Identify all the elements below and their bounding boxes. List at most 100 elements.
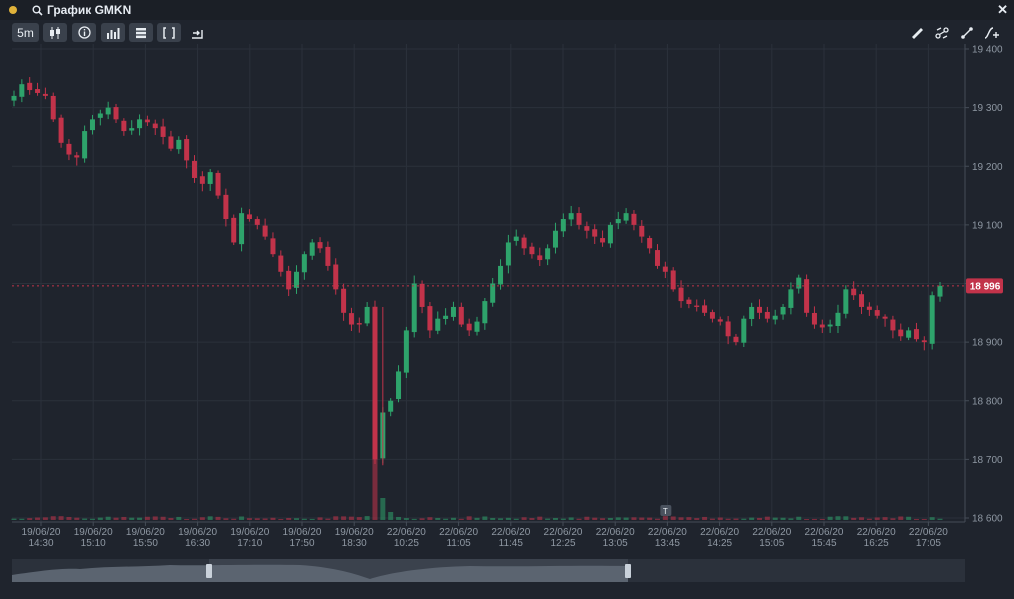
marker-label: T — [663, 507, 668, 516]
candle — [615, 211, 621, 230]
candle — [560, 213, 566, 237]
candle-body — [717, 319, 723, 322]
candle-body — [160, 126, 166, 137]
ruler-icon[interactable] — [908, 24, 926, 42]
candle-body — [686, 299, 692, 305]
volume-bar — [670, 516, 676, 520]
candle-body — [670, 270, 676, 290]
time-axis-time: 14:25 — [707, 538, 732, 549]
candle — [607, 222, 613, 248]
candle — [388, 398, 394, 417]
candle-body — [772, 315, 778, 320]
candle — [921, 336, 927, 351]
candle-body — [584, 226, 590, 231]
time-axis-date: 22/06/20 — [805, 527, 844, 538]
price-axis-label: 19 200 — [972, 162, 1003, 173]
window-title: График GMKN — [47, 3, 132, 17]
candle-body — [662, 266, 668, 272]
navigator-right-handle[interactable] — [625, 564, 631, 578]
close-button[interactable]: ✕ — [997, 2, 1008, 17]
volume-bar — [160, 516, 166, 520]
title-bar: График GMKN ✕ — [0, 0, 1014, 20]
volume-bar — [654, 518, 660, 520]
price-axis-label: 18 700 — [972, 455, 1003, 466]
volume-bar — [396, 516, 402, 520]
volume-bar — [317, 517, 323, 520]
candle-body — [623, 213, 629, 221]
candle — [199, 171, 205, 192]
candle-body — [443, 315, 449, 319]
navigator-window[interactable] — [209, 559, 628, 582]
candle — [254, 216, 260, 230]
time-axis-time: 13:45 — [655, 538, 680, 549]
candle — [725, 316, 731, 345]
candle-body — [191, 160, 197, 178]
volume-bar — [74, 517, 80, 520]
volume-bar — [552, 517, 558, 520]
candle-body — [199, 176, 205, 184]
candle — [396, 365, 402, 403]
candle-body — [246, 214, 252, 220]
candle — [874, 305, 880, 319]
volume-bar — [772, 517, 778, 520]
navigator-left-handle[interactable] — [206, 564, 212, 578]
candle-body — [317, 242, 323, 249]
candle-body — [513, 236, 519, 241]
navigator-series — [12, 564, 628, 582]
time-axis-time: 11:45 — [499, 538, 524, 549]
candle-body — [898, 329, 904, 337]
candle — [843, 285, 849, 319]
volume-bar — [443, 518, 449, 520]
layers-icon[interactable] — [129, 23, 153, 42]
candle — [702, 299, 708, 316]
candle-body — [615, 219, 621, 224]
candle-body — [654, 250, 660, 266]
add-study-icon[interactable] — [983, 24, 1001, 42]
price-axis-label: 19 300 — [972, 103, 1003, 114]
nodes-icon[interactable] — [933, 24, 951, 42]
volume-bar — [466, 516, 472, 520]
candle — [521, 234, 527, 255]
volume-bar — [890, 518, 896, 520]
candles-icon[interactable] — [43, 23, 67, 42]
candle-body — [286, 270, 292, 290]
time-axis-date: 22/06/20 — [648, 527, 687, 538]
candle-body — [42, 93, 48, 96]
search-icon[interactable] — [31, 4, 43, 16]
time-axis-time: 15:50 — [133, 538, 158, 549]
export-icon[interactable] — [186, 23, 208, 42]
volume-bar — [246, 518, 252, 520]
candle — [670, 267, 676, 292]
candle — [348, 307, 354, 332]
line-icon[interactable] — [958, 24, 976, 42]
volume-bar — [686, 517, 692, 520]
volume-bar — [600, 518, 606, 520]
volume-bars — [11, 402, 943, 520]
interval-button[interactable]: 5m — [12, 23, 39, 42]
volume-bar — [35, 517, 41, 520]
volume-bar — [411, 518, 417, 520]
candle-body — [552, 230, 558, 248]
candle — [584, 221, 590, 239]
candle — [380, 407, 386, 464]
candle-body — [890, 319, 896, 331]
info-icon[interactable] — [72, 23, 96, 42]
candle-body — [592, 229, 598, 237]
navigator — [12, 559, 965, 582]
candle-body — [152, 123, 158, 129]
candle — [686, 297, 692, 309]
candle — [937, 282, 943, 302]
brackets-icon[interactable] — [157, 23, 181, 42]
candle — [325, 241, 331, 271]
volume-bar — [623, 517, 629, 520]
volume-bar — [490, 517, 496, 520]
candle — [498, 259, 504, 290]
time-axis-time: 15:45 — [811, 538, 836, 549]
candle — [662, 261, 668, 279]
time-axis-time: 12:25 — [550, 538, 575, 549]
volume-icon[interactable] — [101, 23, 125, 42]
candle — [152, 119, 158, 135]
volume-bar — [835, 516, 841, 520]
candle-body — [474, 321, 480, 332]
